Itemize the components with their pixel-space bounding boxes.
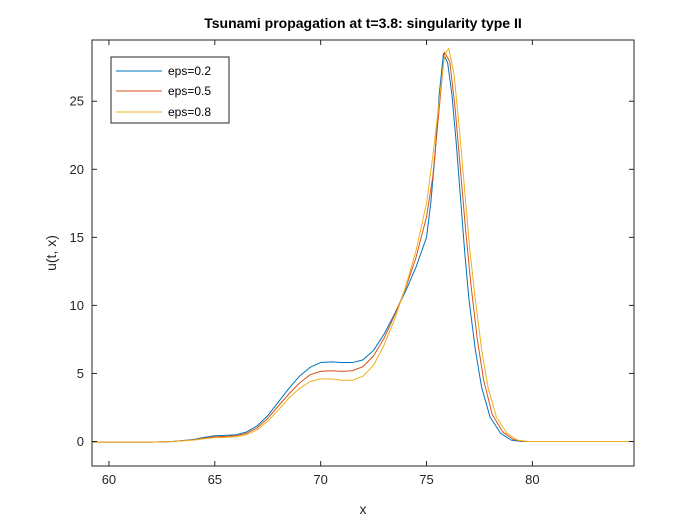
x-tick-label-70: 70 bbox=[313, 472, 327, 487]
series-line-eps-0-8 bbox=[91, 47, 635, 443]
legend-label-eps-0-2: eps=0.2 bbox=[168, 64, 211, 78]
x-tick-label-80: 80 bbox=[525, 472, 539, 487]
x-tick-label-65: 65 bbox=[208, 472, 222, 487]
ticks-layer: 60 65 70 75 80 0 5 10 15 20 25 bbox=[70, 40, 634, 487]
legend-label-eps-0-8: eps=0.8 bbox=[168, 105, 211, 119]
x-axis-label: x bbox=[360, 501, 367, 517]
y-tick-label-20: 20 bbox=[70, 162, 84, 177]
y-axis-label: u(t, x) bbox=[43, 235, 59, 271]
series-layer bbox=[91, 47, 635, 443]
legend: eps=0.2 eps=0.5 eps=0.8 bbox=[110, 56, 230, 124]
chart-title: Tsunami propagation at t=3.8: singularit… bbox=[204, 15, 522, 31]
x-tick-label-75: 75 bbox=[419, 472, 433, 487]
axes-box bbox=[91, 39, 635, 467]
y-tick-label-25: 25 bbox=[70, 94, 84, 109]
y-tick-label-15: 15 bbox=[70, 230, 84, 245]
legend-label-eps-0-5: eps=0.5 bbox=[168, 84, 211, 98]
series-line-eps-0-5 bbox=[91, 51, 635, 443]
series-line-eps-0-2 bbox=[91, 53, 635, 443]
x-tick-label-60: 60 bbox=[102, 472, 116, 487]
y-tick-label-10: 10 bbox=[70, 298, 84, 313]
y-tick-label-5: 5 bbox=[77, 366, 84, 381]
y-tick-label-0: 0 bbox=[77, 434, 84, 449]
